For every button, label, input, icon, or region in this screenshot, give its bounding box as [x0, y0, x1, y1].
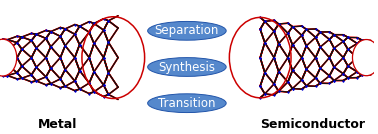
Text: Transition: Transition: [158, 97, 216, 110]
Text: Metal: Metal: [38, 118, 77, 131]
Bar: [2, 15, 114, 100]
Ellipse shape: [148, 94, 226, 113]
Bar: [260, 15, 367, 100]
Ellipse shape: [0, 39, 17, 76]
Text: Semiconductor: Semiconductor: [260, 118, 365, 131]
Ellipse shape: [148, 58, 226, 76]
Ellipse shape: [352, 40, 378, 76]
Text: Separation: Separation: [155, 24, 219, 37]
Text: Synthesis: Synthesis: [158, 60, 215, 74]
Ellipse shape: [148, 21, 226, 40]
